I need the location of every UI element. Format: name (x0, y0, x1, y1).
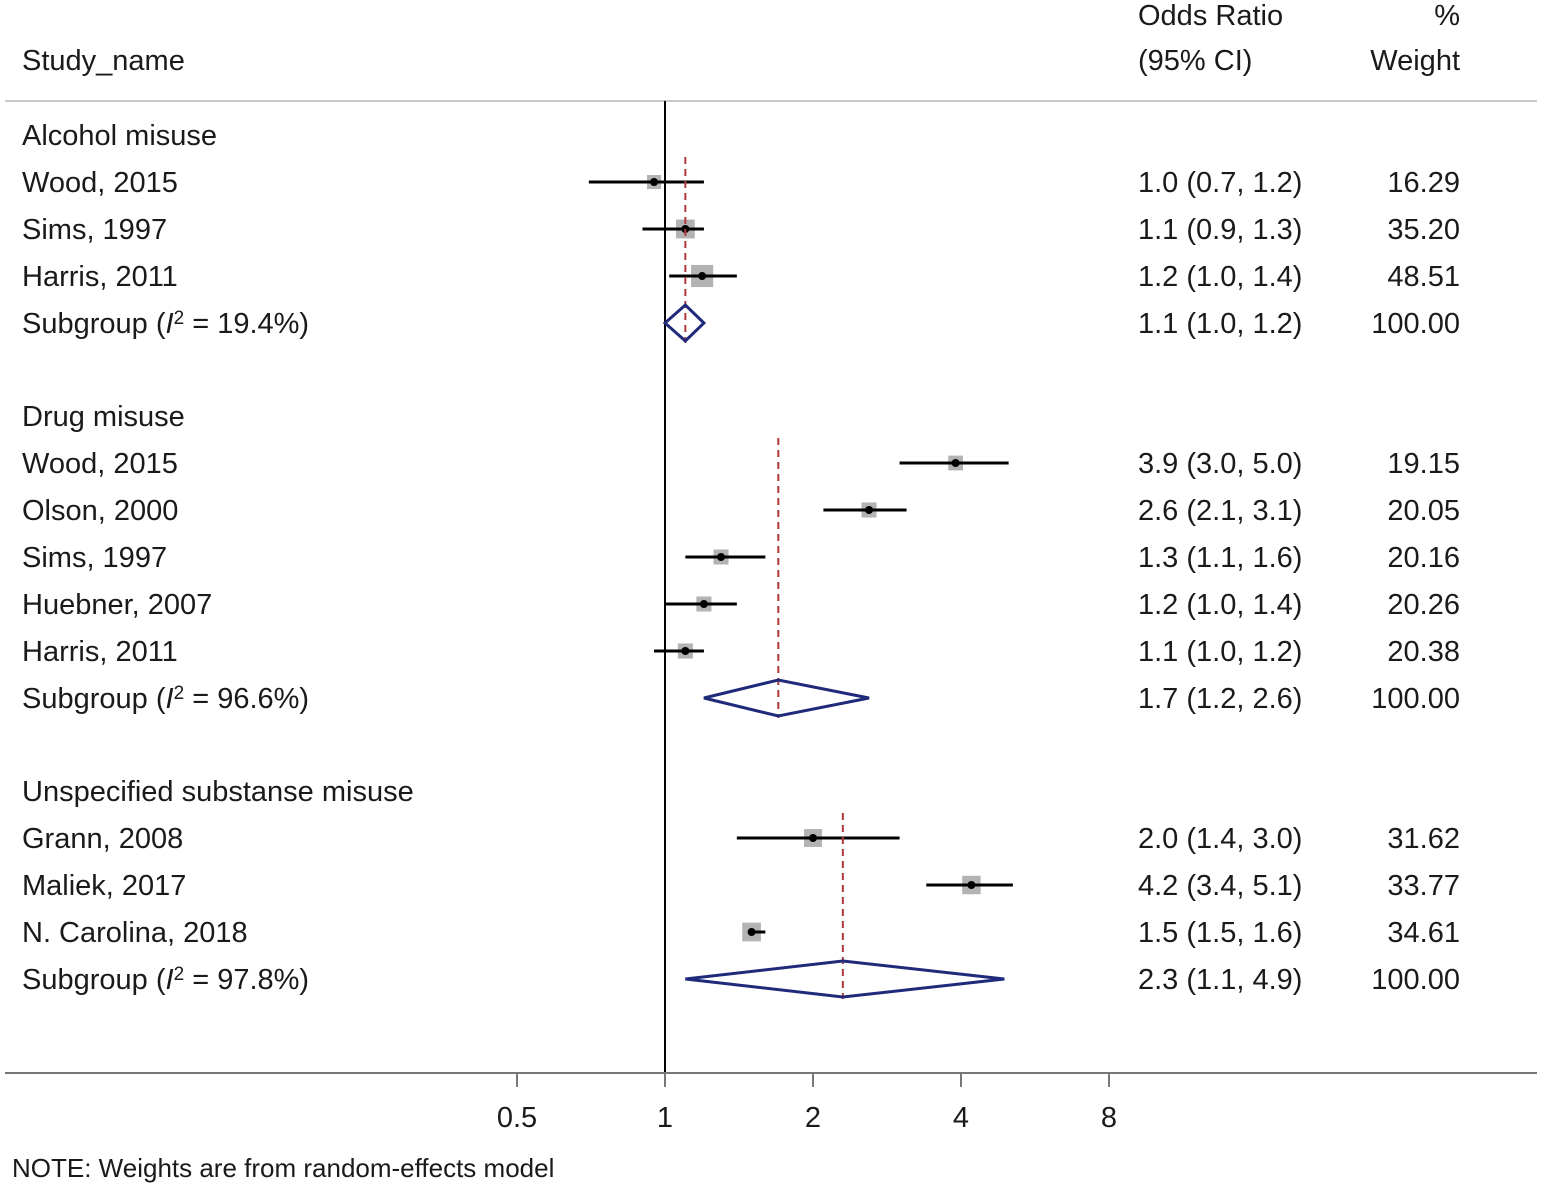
study-label: Sims, 1997 (22, 214, 167, 246)
study-label: Wood, 2015 (22, 448, 178, 480)
group-label: Alcohol misuse (22, 120, 217, 152)
weight-text: 19.15 (1387, 448, 1460, 480)
study-label: Grann, 2008 (22, 823, 183, 855)
point-estimate (865, 506, 874, 514)
odds-ratio-text: 3.9 (3.0, 5.0) (1138, 448, 1302, 480)
x-tick-label: 0.5 (497, 1102, 537, 1134)
point-estimate (747, 928, 756, 936)
x-tick-label: 8 (1101, 1102, 1117, 1134)
point-estimate (951, 459, 960, 467)
subgroup-label: Subgroup (I2 = 96.6%) (22, 683, 309, 715)
odds-ratio-text: 1.3 (1.1, 1.6) (1138, 542, 1302, 574)
subgroup-label: Subgroup (I2 = 19.4%) (22, 308, 309, 340)
weight-header: Weight (1370, 45, 1460, 77)
column-headers: Study_name Odds Ratio (95% CI) % Weight (5, 0, 1537, 102)
weight-text: 20.05 (1387, 495, 1460, 527)
odds-ratio-text: 1.0 (0.7, 1.2) (1138, 167, 1302, 199)
odds-ratio-text: 1.1 (1.0, 1.2) (1138, 636, 1302, 668)
weight-text: 20.16 (1387, 542, 1460, 574)
odds-ratio-text: 2.6 (2.1, 3.1) (1138, 495, 1302, 527)
point-estimate (681, 647, 690, 655)
point-estimate (698, 272, 707, 280)
weight-text: 35.20 (1387, 214, 1460, 246)
weight-text: 33.77 (1387, 870, 1460, 902)
study-label: Huebner, 2007 (22, 589, 212, 621)
point-estimate (967, 881, 976, 889)
odds-ratio-text: 1.2 (1.0, 1.4) (1138, 261, 1302, 293)
subgroup-odds-ratio-text: 2.3 (1.1, 4.9) (1138, 964, 1302, 996)
subgroup-odds-ratio-text: 1.7 (1.2, 2.6) (1138, 683, 1302, 715)
subgroup-label: Subgroup (I2 = 97.8%) (22, 964, 309, 996)
x-tick-label: 2 (805, 1102, 821, 1134)
percent-header: % (1434, 0, 1460, 32)
x-tick-label: 4 (953, 1102, 969, 1134)
study-label: Sims, 1997 (22, 542, 167, 574)
study-label: Harris, 2011 (22, 636, 178, 668)
odds-ratio-header: Odds Ratio (1138, 0, 1283, 32)
subgroup-odds-ratio-text: 1.1 (1.0, 1.2) (1138, 308, 1302, 340)
subgroup-weight-text: 100.00 (1371, 683, 1460, 715)
plot-marks (588, 101, 1013, 1073)
x-axis: 0.5 1 2 4 8 (5, 1072, 1537, 1134)
odds-ratio-text: 1.1 (0.9, 1.3) (1138, 214, 1302, 246)
study-label: Maliek, 2017 (22, 870, 186, 902)
group-label: Unspecified substanse misuse (22, 776, 414, 808)
study-label: Olson, 2000 (22, 495, 178, 527)
odds-ratio-text: 4.2 (3.4, 5.1) (1138, 870, 1302, 902)
study-name-header: Study_name (22, 45, 185, 77)
weight-text: 20.38 (1387, 636, 1460, 668)
odds-ratio-text: 1.5 (1.5, 1.6) (1138, 917, 1302, 949)
weight-text: 48.51 (1387, 261, 1460, 293)
point-estimate (717, 553, 726, 561)
odds-ratio-text: 1.2 (1.0, 1.4) (1138, 589, 1302, 621)
study-label: N. Carolina, 2018 (22, 917, 248, 949)
weight-text: 31.62 (1387, 823, 1460, 855)
x-tick-label: 1 (657, 1102, 673, 1134)
group-label: Drug misuse (22, 401, 185, 433)
subgroup-weight-text: 100.00 (1371, 308, 1460, 340)
point-estimate (699, 600, 708, 608)
study-label: Harris, 2011 (22, 261, 178, 293)
study-rows: Alcohol misuse Wood, 2015 1.0 (0.7, 1.2) 16… (22, 120, 1460, 996)
point-estimate (809, 834, 817, 842)
weight-text: 20.26 (1387, 589, 1460, 621)
subgroup-weight-text: 100.00 (1371, 964, 1460, 996)
pooled-diamond (703, 678, 870, 718)
study-label: Wood, 2015 (22, 167, 178, 199)
weight-text: 16.29 (1387, 167, 1460, 199)
point-estimate (650, 178, 659, 186)
ci-header: (95% CI) (1138, 45, 1252, 77)
odds-ratio-text: 2.0 (1.4, 3.0) (1138, 823, 1302, 855)
pooled-diamond (662, 302, 707, 344)
footnote: NOTE: Weights are from random-effects mo… (12, 1153, 554, 1183)
weight-text: 34.61 (1387, 917, 1460, 949)
pooled-diamond (685, 959, 1005, 999)
